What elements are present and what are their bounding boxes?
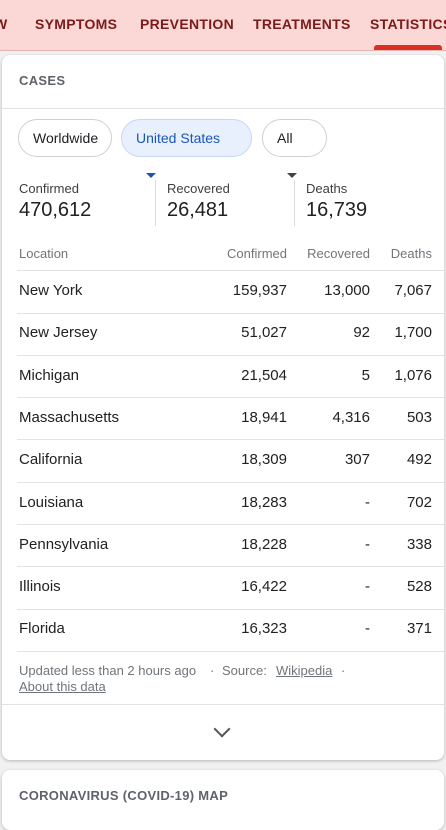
number-cell: - (365, 535, 370, 553)
divider (17, 270, 444, 271)
tab[interactable]: W (0, 16, 8, 32)
location-cell: New Jersey (19, 324, 98, 342)
number-cell: 7,067 (394, 282, 432, 299)
number-cell: 13,000 (324, 282, 370, 299)
location-cell: Michigan (19, 366, 80, 384)
summary-divider (155, 180, 156, 226)
number-cell: 371 (406, 620, 432, 638)
number-cell: 51,027 (241, 324, 287, 342)
dropdown-caret (287, 172, 297, 178)
tab-bar: W SYMPTOMS PREVENTION TREATMENTS STATISTICS (0, 0, 446, 51)
number-cell: 307 (344, 451, 370, 469)
summary-value: 16,739 (306, 199, 368, 221)
summary-divider (294, 180, 295, 226)
number-cell: 16,323 (241, 620, 287, 638)
number-cell: 159,937 (232, 282, 287, 299)
tab[interactable]: SYMPTOMS (35, 16, 118, 32)
location-cell: Massachusetts (19, 408, 120, 426)
number-cell: 503 (406, 408, 432, 426)
number-cell: 18,309 (241, 451, 287, 469)
filter-chip[interactable]: All (262, 119, 327, 178)
location-cell: California (19, 451, 83, 469)
tab[interactable]: PREVENTION (140, 16, 235, 32)
number-cell: 338 (406, 535, 432, 553)
number-cell: 4,316 (332, 408, 370, 426)
number-cell: 18,941 (241, 408, 287, 426)
number-cell: 5 (361, 366, 370, 384)
number-cell: 1,700 (394, 324, 432, 342)
number-cell: 92 (353, 324, 370, 342)
number-cell: - (365, 620, 370, 638)
row-divider (17, 312, 444, 314)
separator: · (341, 663, 346, 678)
filter-chip[interactable]: United States (121, 119, 252, 178)
column-header: Confirmed (227, 246, 287, 261)
row-divider (17, 608, 444, 610)
cases-card (2, 55, 444, 760)
number-cell: - (365, 578, 370, 596)
row-divider (17, 397, 444, 399)
row-divider (17, 439, 444, 441)
column-header: Recovered (307, 246, 370, 261)
active-tab-indicator (374, 45, 442, 50)
divider (2, 108, 444, 109)
number-cell: - (365, 493, 370, 511)
filter-label: All (277, 130, 293, 146)
filter-label: Worldwide (33, 130, 99, 146)
row-divider (17, 524, 444, 525)
separator: · (210, 663, 215, 678)
summary-label: Confirmed (19, 181, 79, 196)
number-cell: 18,283 (241, 493, 287, 511)
source-label: Source: (222, 663, 267, 678)
location-cell: Pennsylvania (19, 535, 109, 553)
number-cell: 16,422 (241, 578, 287, 596)
filter-label: United States (136, 130, 221, 146)
row-divider (17, 354, 444, 356)
summary-label: Deaths (306, 181, 348, 196)
number-cell: 528 (406, 578, 432, 596)
row-divider (17, 566, 444, 568)
row-divider (17, 650, 444, 652)
summary-label: Recovered (167, 181, 230, 196)
tab[interactable]: TREATMENTS (253, 16, 351, 32)
card-title: CORONAVIRUS (COVID-19) MAP (19, 788, 229, 803)
tab[interactable]: STATISTICS (370, 16, 446, 32)
about-link[interactable]: About this data (19, 679, 106, 694)
updated-text: Updated less than 2 hours ago (19, 663, 197, 678)
number-cell: 21,504 (241, 366, 287, 384)
location-cell: New York (19, 282, 83, 299)
column-header: Location (19, 246, 69, 261)
number-cell: 1,076 (394, 366, 432, 384)
row-divider (17, 481, 444, 483)
dropdown-caret (146, 172, 156, 178)
number-cell: 18,228 (241, 535, 287, 553)
location-cell: Louisiana (19, 493, 84, 511)
summary-value: 26,481 (167, 199, 229, 221)
filter-chip[interactable]: Worldwide (18, 119, 112, 157)
column-header: Deaths (390, 246, 432, 261)
summary-value: 470,612 (19, 199, 92, 221)
location-cell: Illinois (19, 578, 61, 596)
number-cell: 702 (406, 493, 432, 511)
divider (2, 704, 444, 705)
location-cell: Florida (19, 620, 65, 638)
card-title: CASES (19, 73, 66, 88)
source-link[interactable]: Wikipedia (276, 663, 333, 678)
number-cell: 492 (406, 451, 432, 469)
